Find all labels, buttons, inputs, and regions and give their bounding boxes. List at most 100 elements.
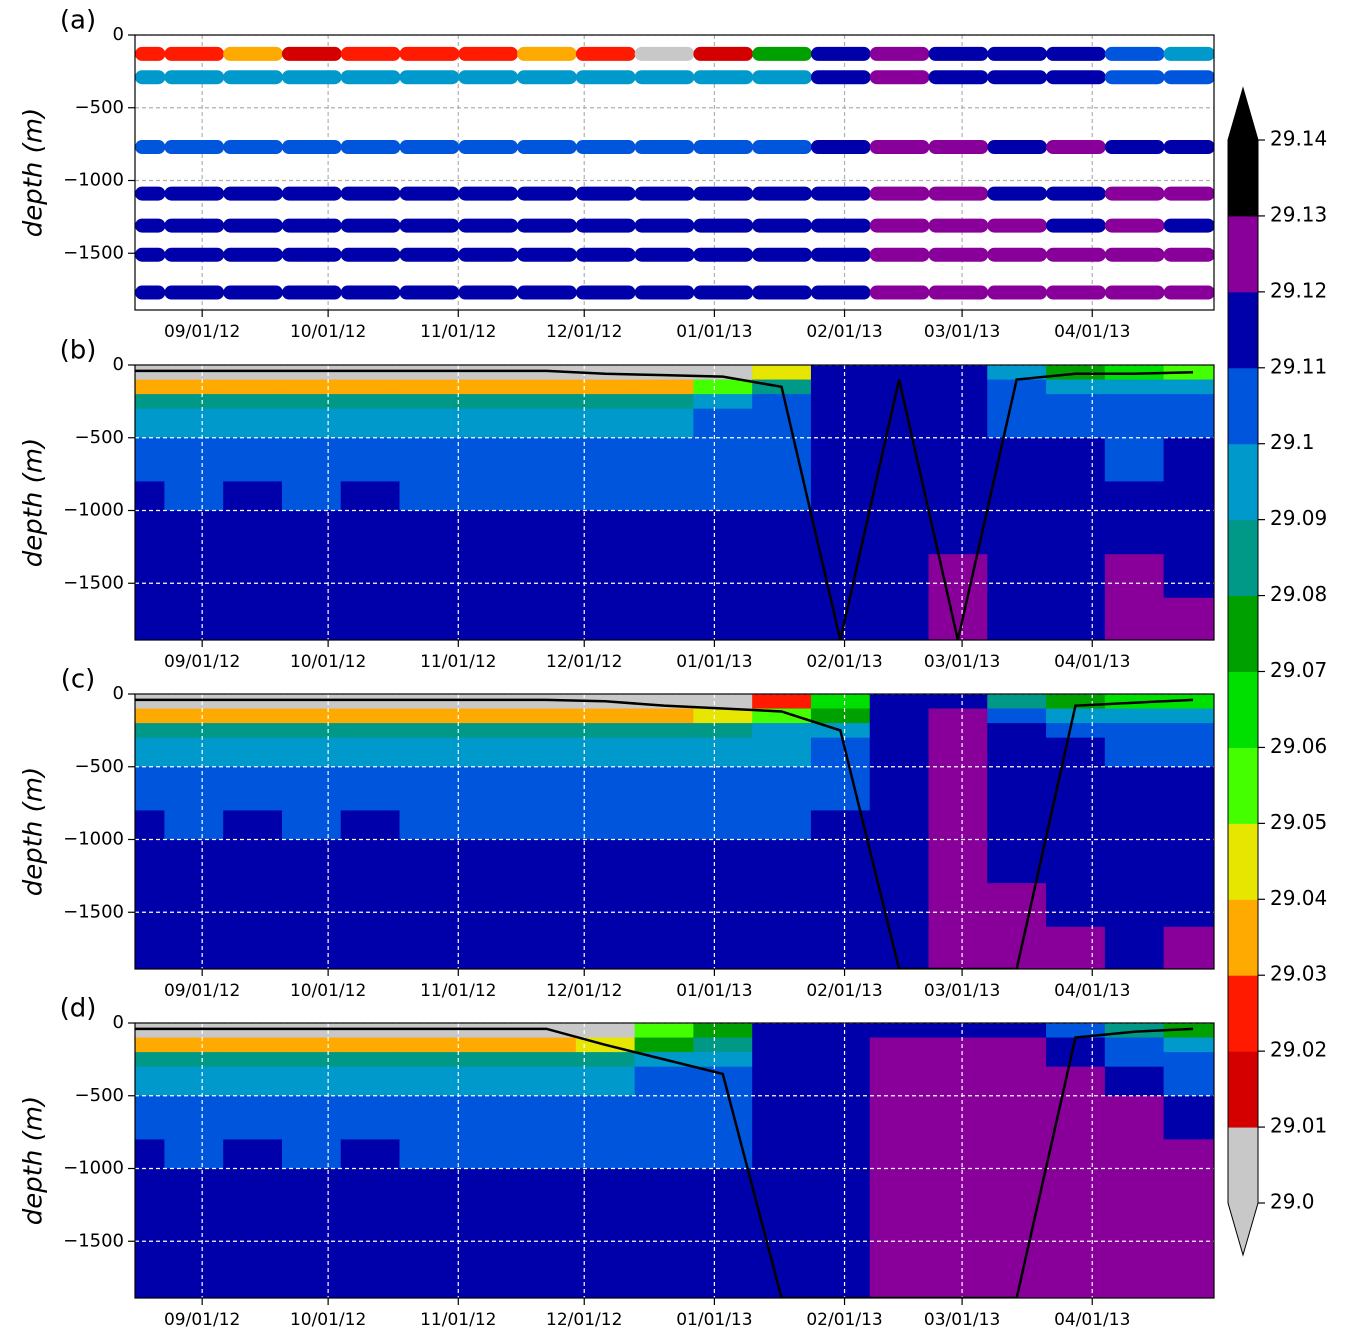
cell: [164, 1168, 224, 1213]
cell: [135, 1168, 165, 1213]
x-tick-label: 02/01/13: [806, 322, 882, 342]
cell: [1046, 1212, 1106, 1257]
cell: [135, 766, 165, 811]
panel-label: (a): [60, 6, 96, 36]
cell: [458, 1255, 518, 1298]
cell: [223, 554, 283, 599]
cell: [135, 481, 165, 512]
y-tick-label: −1500: [63, 572, 124, 593]
colorbar-segment: [1228, 443, 1258, 521]
cell: [634, 1139, 694, 1170]
cell: [135, 1255, 165, 1298]
point: [928, 218, 989, 233]
cell: [340, 1212, 401, 1257]
cell: [340, 737, 401, 768]
x-tick-label: 12/01/12: [546, 981, 622, 1001]
cell: [634, 597, 694, 640]
cell: [810, 839, 871, 884]
cell: [340, 1052, 401, 1068]
cell: [135, 597, 165, 640]
cell: [517, 1168, 577, 1213]
colorbar-tick-label: 29.05: [1270, 810, 1327, 834]
cell: [517, 1023, 577, 1039]
cell: [223, 1052, 283, 1068]
x-tick-label: 03/01/13: [924, 1310, 1000, 1330]
cell: [1046, 408, 1106, 439]
colorbar-segment: [1228, 291, 1258, 369]
cell: [1163, 1212, 1214, 1257]
cell: [1104, 708, 1165, 724]
cell: [1163, 883, 1214, 928]
cell: [693, 1255, 753, 1298]
cell: [693, 1095, 753, 1140]
cell: [987, 437, 1047, 482]
cell: [340, 394, 401, 410]
point: [517, 218, 577, 233]
point: [517, 70, 577, 85]
cell: [1104, 1255, 1165, 1298]
point: [340, 70, 401, 85]
x-tick-label: 04/01/13: [1054, 1310, 1130, 1330]
cell: [752, 883, 812, 928]
cell: [869, 481, 930, 512]
cell: [281, 810, 342, 841]
cell: [399, 1139, 459, 1170]
cell: [752, 597, 812, 640]
cell: [223, 1255, 283, 1298]
colorbar-segment: [1228, 899, 1258, 976]
cell: [458, 1139, 518, 1170]
colorbar-segment: [1228, 595, 1258, 672]
cell: [399, 597, 459, 640]
cell: [1163, 394, 1214, 410]
cell: [164, 1066, 224, 1097]
x-tick-label: 01/01/13: [676, 652, 752, 672]
point: [869, 186, 930, 201]
cell: [135, 510, 165, 555]
cell: [517, 379, 577, 395]
cell: [135, 810, 165, 841]
cell: [1104, 554, 1165, 599]
colorbar-over: [1228, 88, 1258, 140]
point: [458, 140, 519, 155]
cell: [1163, 1052, 1214, 1068]
point: [1163, 218, 1214, 233]
cell: [164, 737, 224, 768]
x-tick-label: 12/01/12: [546, 1310, 622, 1330]
x-tick-label: 09/01/12: [164, 1310, 240, 1330]
point: [340, 46, 401, 61]
cell: [281, 1139, 342, 1170]
colorbar-segment: [1228, 215, 1258, 293]
cell: [223, 694, 283, 710]
colorbar-segment: [1228, 671, 1258, 748]
cell: [399, 394, 459, 410]
cell: [1046, 766, 1106, 811]
cell: [458, 1052, 518, 1068]
cell: [1104, 597, 1165, 640]
point: [634, 70, 695, 85]
cell: [458, 597, 518, 640]
cell: [281, 394, 342, 410]
cell: [517, 1255, 577, 1298]
cell: [987, 810, 1047, 841]
x-tick-label: 03/01/13: [924, 981, 1000, 1001]
point: [1046, 247, 1106, 262]
cell: [928, 379, 988, 395]
cell: [1163, 408, 1214, 439]
point: [135, 247, 166, 262]
cell: [810, 408, 871, 439]
cell: [1046, 1066, 1106, 1097]
point: [869, 218, 930, 233]
cell: [869, 408, 930, 439]
cell: [458, 394, 518, 410]
cell: [1163, 1095, 1214, 1140]
cell: [399, 1168, 459, 1213]
cell: [752, 694, 812, 710]
point: [693, 46, 754, 61]
point: [458, 285, 519, 300]
point: [164, 285, 225, 300]
cell: [135, 1139, 165, 1170]
panel: 09/01/12 10/01/12 11/01/12 12/01/12 01/01/13…: [19, 994, 1215, 1330]
point: [517, 285, 577, 300]
cell: [1163, 926, 1214, 969]
x-tick-label: 11/01/12: [420, 322, 496, 342]
